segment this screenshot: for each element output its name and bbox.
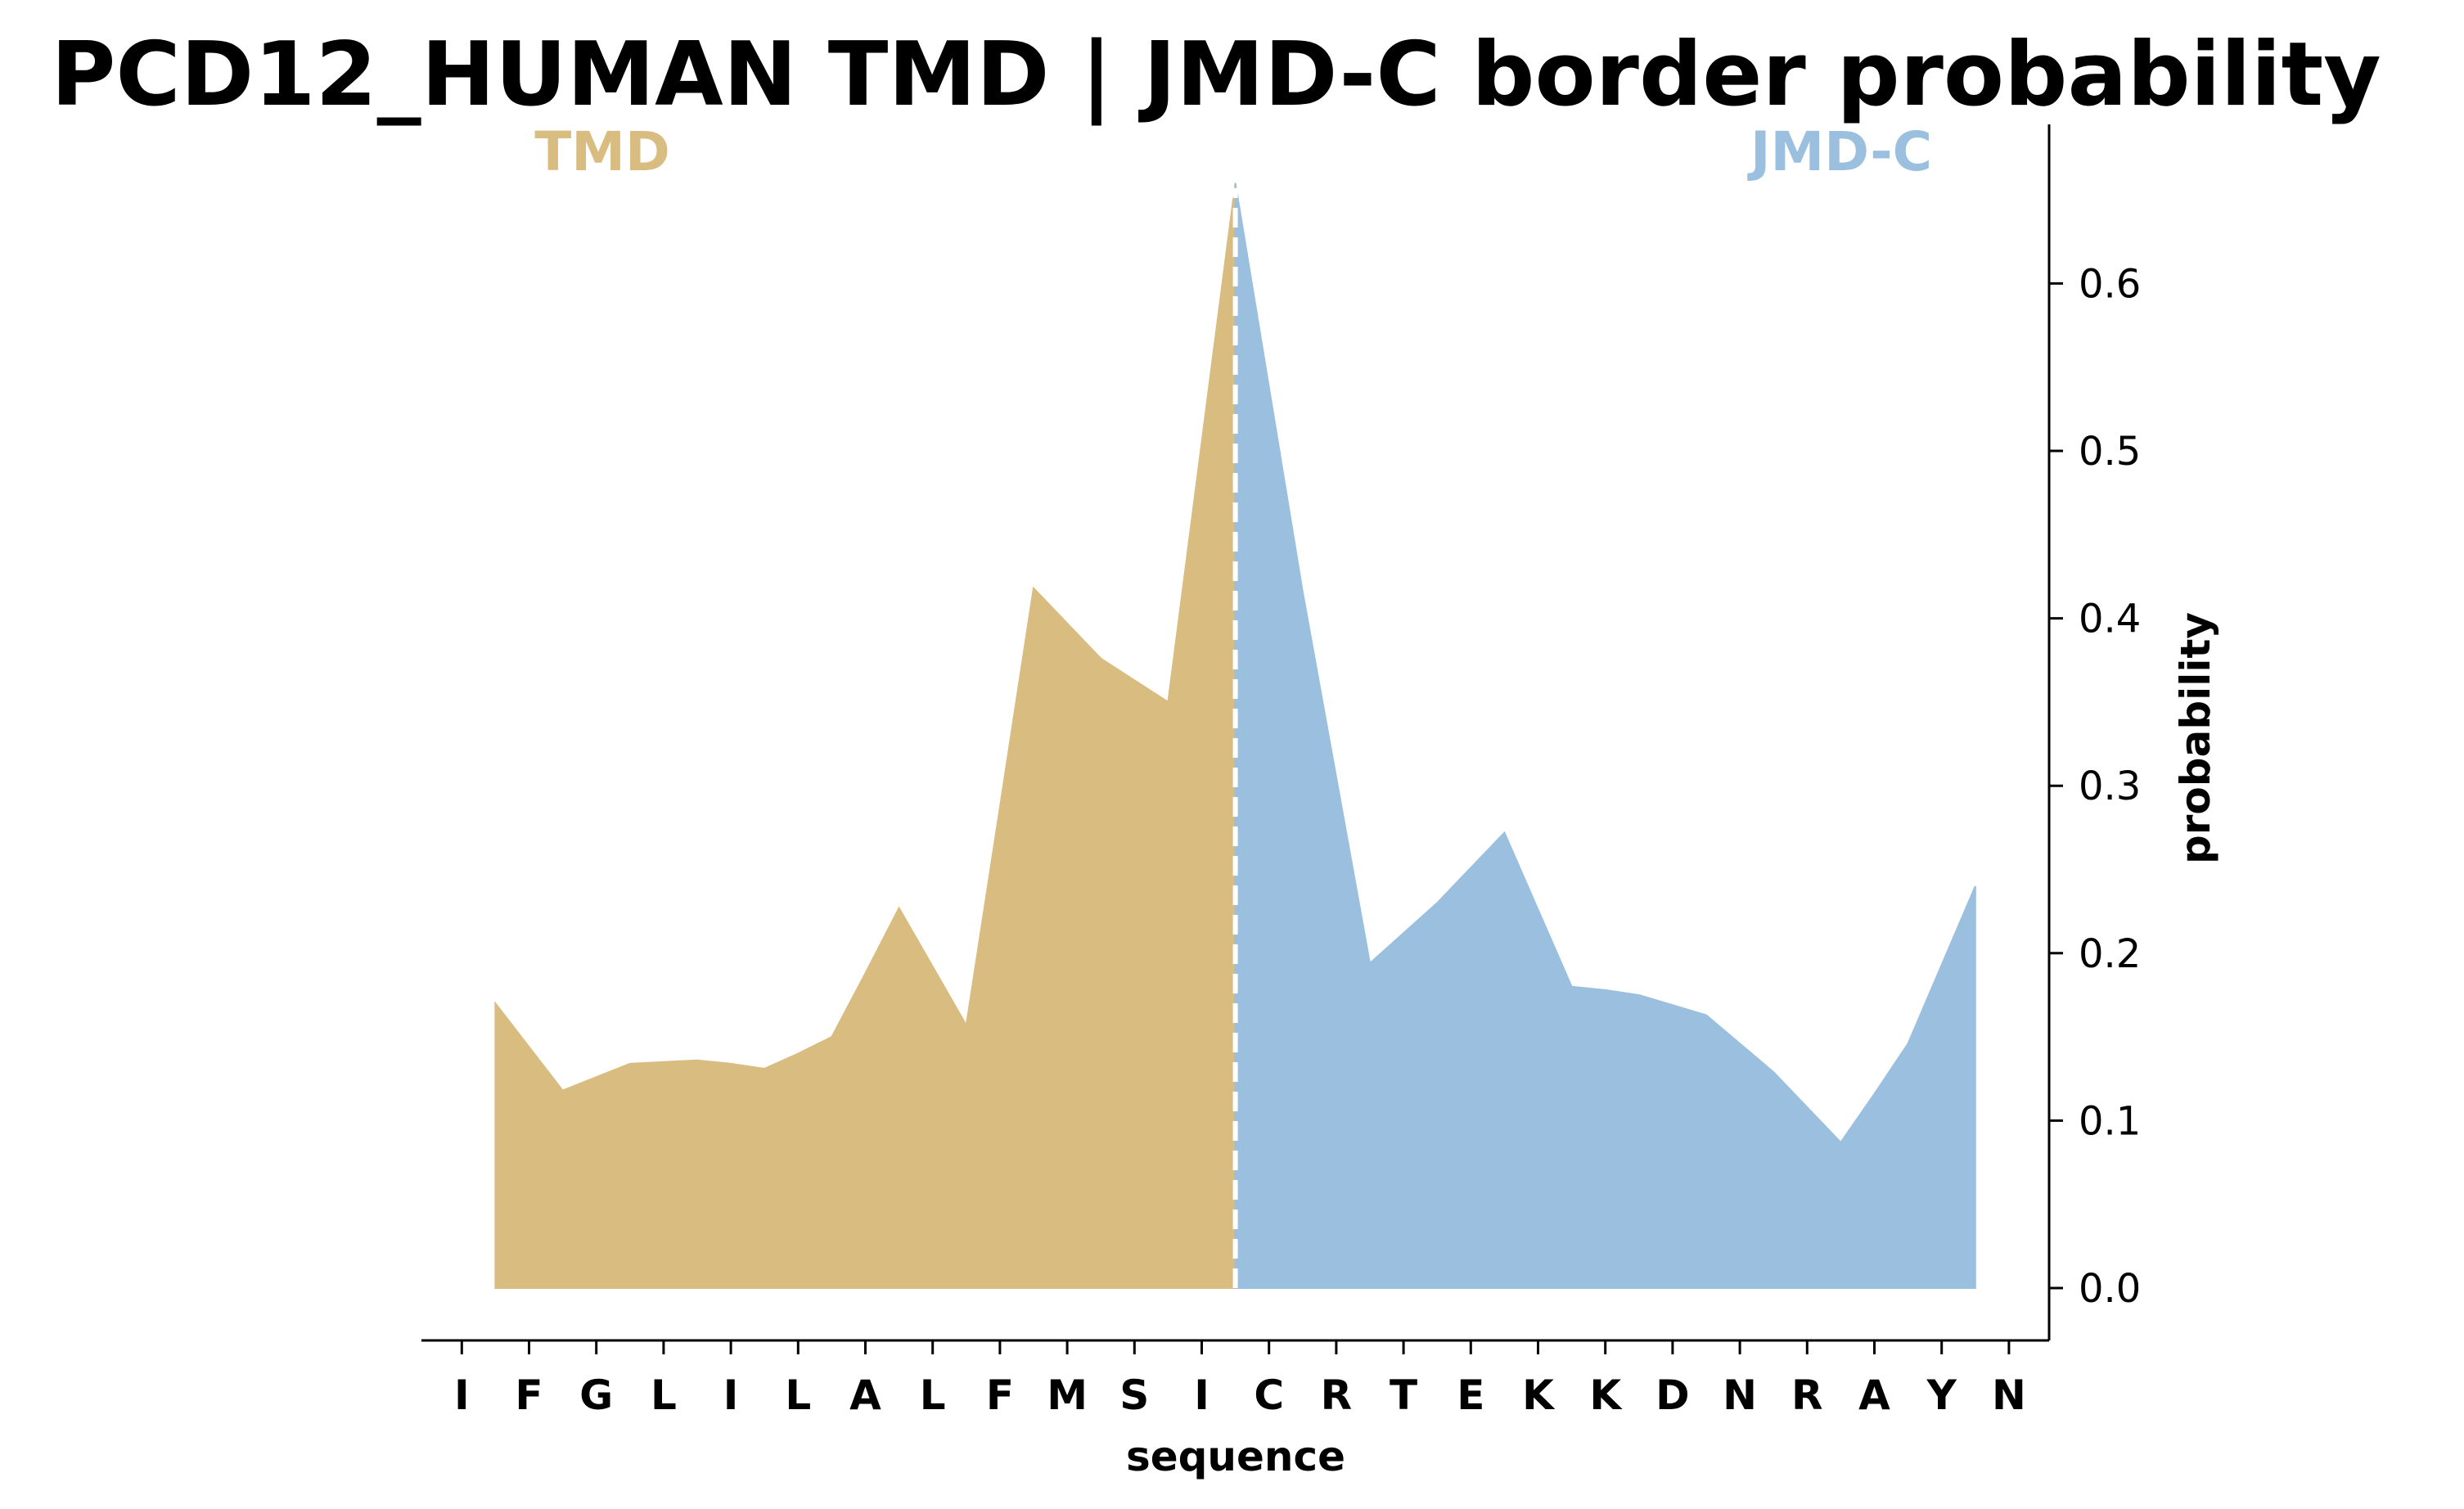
x-tick-label: N xyxy=(1723,1372,1757,1419)
y-tick-label: 0.6 xyxy=(2079,261,2141,307)
x-tick-label: I xyxy=(454,1372,470,1419)
y-tick-label: 0.5 xyxy=(2079,429,2141,475)
x-tick-label: L xyxy=(785,1372,811,1419)
x-tick-label: I xyxy=(723,1372,739,1419)
x-tick-label: D xyxy=(1655,1372,1690,1419)
x-tick-label: E xyxy=(1457,1372,1484,1419)
x-tick-label: A xyxy=(849,1372,881,1419)
region-label-tmd: TMD xyxy=(534,120,669,183)
y-tick-label: 0.4 xyxy=(2079,597,2141,642)
x-tick-label: K xyxy=(1522,1372,1556,1419)
x-tick-label: N xyxy=(1992,1372,2026,1419)
y-tick-label: 0.3 xyxy=(2079,764,2141,809)
area-tmd xyxy=(494,182,1237,1289)
x-tick-label: R xyxy=(1321,1372,1353,1419)
x-tick-label: M xyxy=(1047,1372,1088,1419)
x-tick-label: Y xyxy=(1926,1372,1957,1419)
chart-title: PCD12_HUMAN TMD | JMD-C border probabili… xyxy=(51,24,2381,126)
x-tick-label: G xyxy=(579,1372,613,1419)
x-tick-label: R xyxy=(1791,1372,1823,1419)
y-axis-label: probability xyxy=(2172,612,2219,864)
x-tick-label: F xyxy=(986,1372,1014,1419)
x-tick-label: L xyxy=(920,1372,946,1419)
x-axis-label: sequence xyxy=(1126,1433,1345,1480)
y-tick-label: 0.0 xyxy=(2079,1266,2141,1312)
x-tick-label: S xyxy=(1119,1372,1149,1419)
x-tick-label: C xyxy=(1254,1372,1284,1419)
area-jmd-c xyxy=(1234,182,1976,1289)
x-tick-label: I xyxy=(1194,1372,1209,1419)
x-tick-label: L xyxy=(651,1372,677,1419)
x-tick-label: A xyxy=(1858,1372,1890,1419)
x-tick-label: T xyxy=(1390,1372,1417,1419)
x-tick-label: K xyxy=(1589,1372,1623,1419)
y-tick-label: 0.2 xyxy=(2079,931,2141,977)
x-tick-label: F xyxy=(515,1372,543,1419)
y-tick-label: 0.1 xyxy=(2079,1098,2141,1144)
y-tick-layer: 0.0 0.1 0.2 0.3 0.4 0.5 0.6 xyxy=(2049,261,2141,1312)
area-layer xyxy=(494,182,1976,1289)
region-label-jmd-c: JMD-C xyxy=(1747,120,1932,183)
